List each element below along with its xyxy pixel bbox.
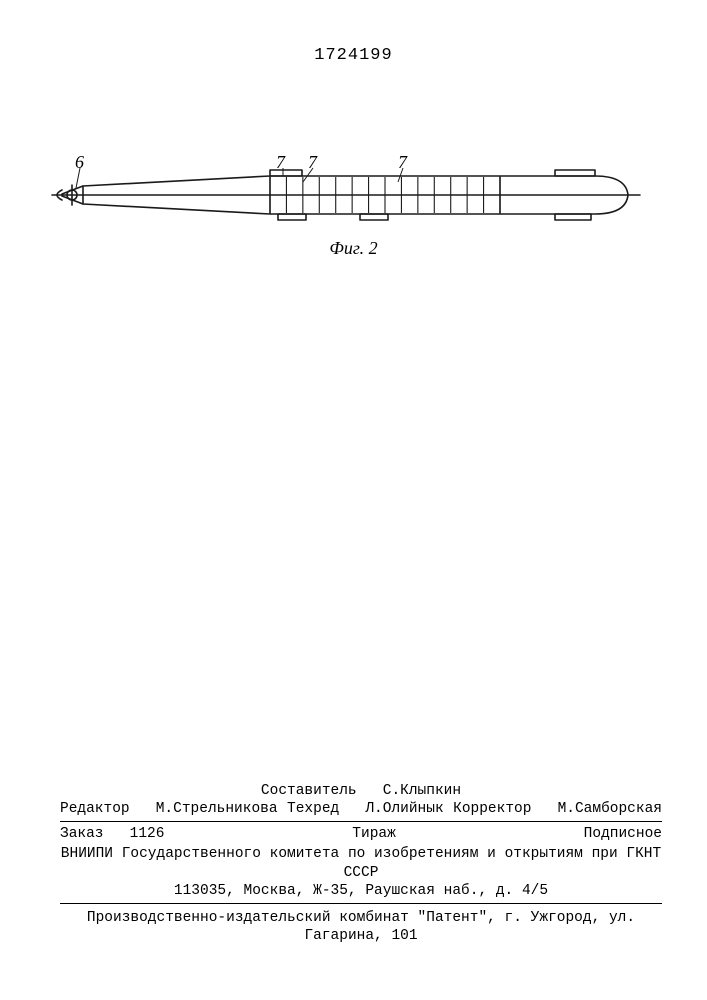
compiler-name: С.Клыпкин [383, 783, 461, 799]
colophon: Составитель С.Клыпкин Редактор М.Стрельн… [60, 782, 662, 945]
order-label: Заказ [60, 826, 104, 842]
compiler-label: Составитель [261, 783, 357, 799]
label-7a: 7 [276, 152, 285, 173]
editor-name: М.Стрельникова [156, 801, 278, 817]
figure-caption: Фиг. 2 [0, 238, 707, 259]
signed-label: Подписное [584, 825, 662, 843]
label-6: 6 [75, 152, 84, 173]
print-run-label: Тираж [352, 825, 396, 843]
printer-line: Производственно-издательский комбинат "П… [60, 909, 662, 945]
label-7b: 7 [308, 152, 317, 173]
org-line-1: ВНИИПИ Государственного комитета по изоб… [60, 845, 662, 881]
label-7c: 7 [398, 152, 407, 173]
editor-label: Редактор [60, 801, 130, 817]
tech-name: Л.Олийнык [365, 801, 443, 817]
document-number: 1724199 [0, 46, 707, 65]
tech-label: Техред [287, 801, 339, 817]
order-number: 1126 [130, 826, 165, 842]
corrector-name: М.Самборская [558, 801, 662, 817]
corrector-label: Корректор [453, 801, 531, 817]
org-line-2: 113035, Москва, Ж-35, Раушская наб., д. … [60, 882, 662, 900]
